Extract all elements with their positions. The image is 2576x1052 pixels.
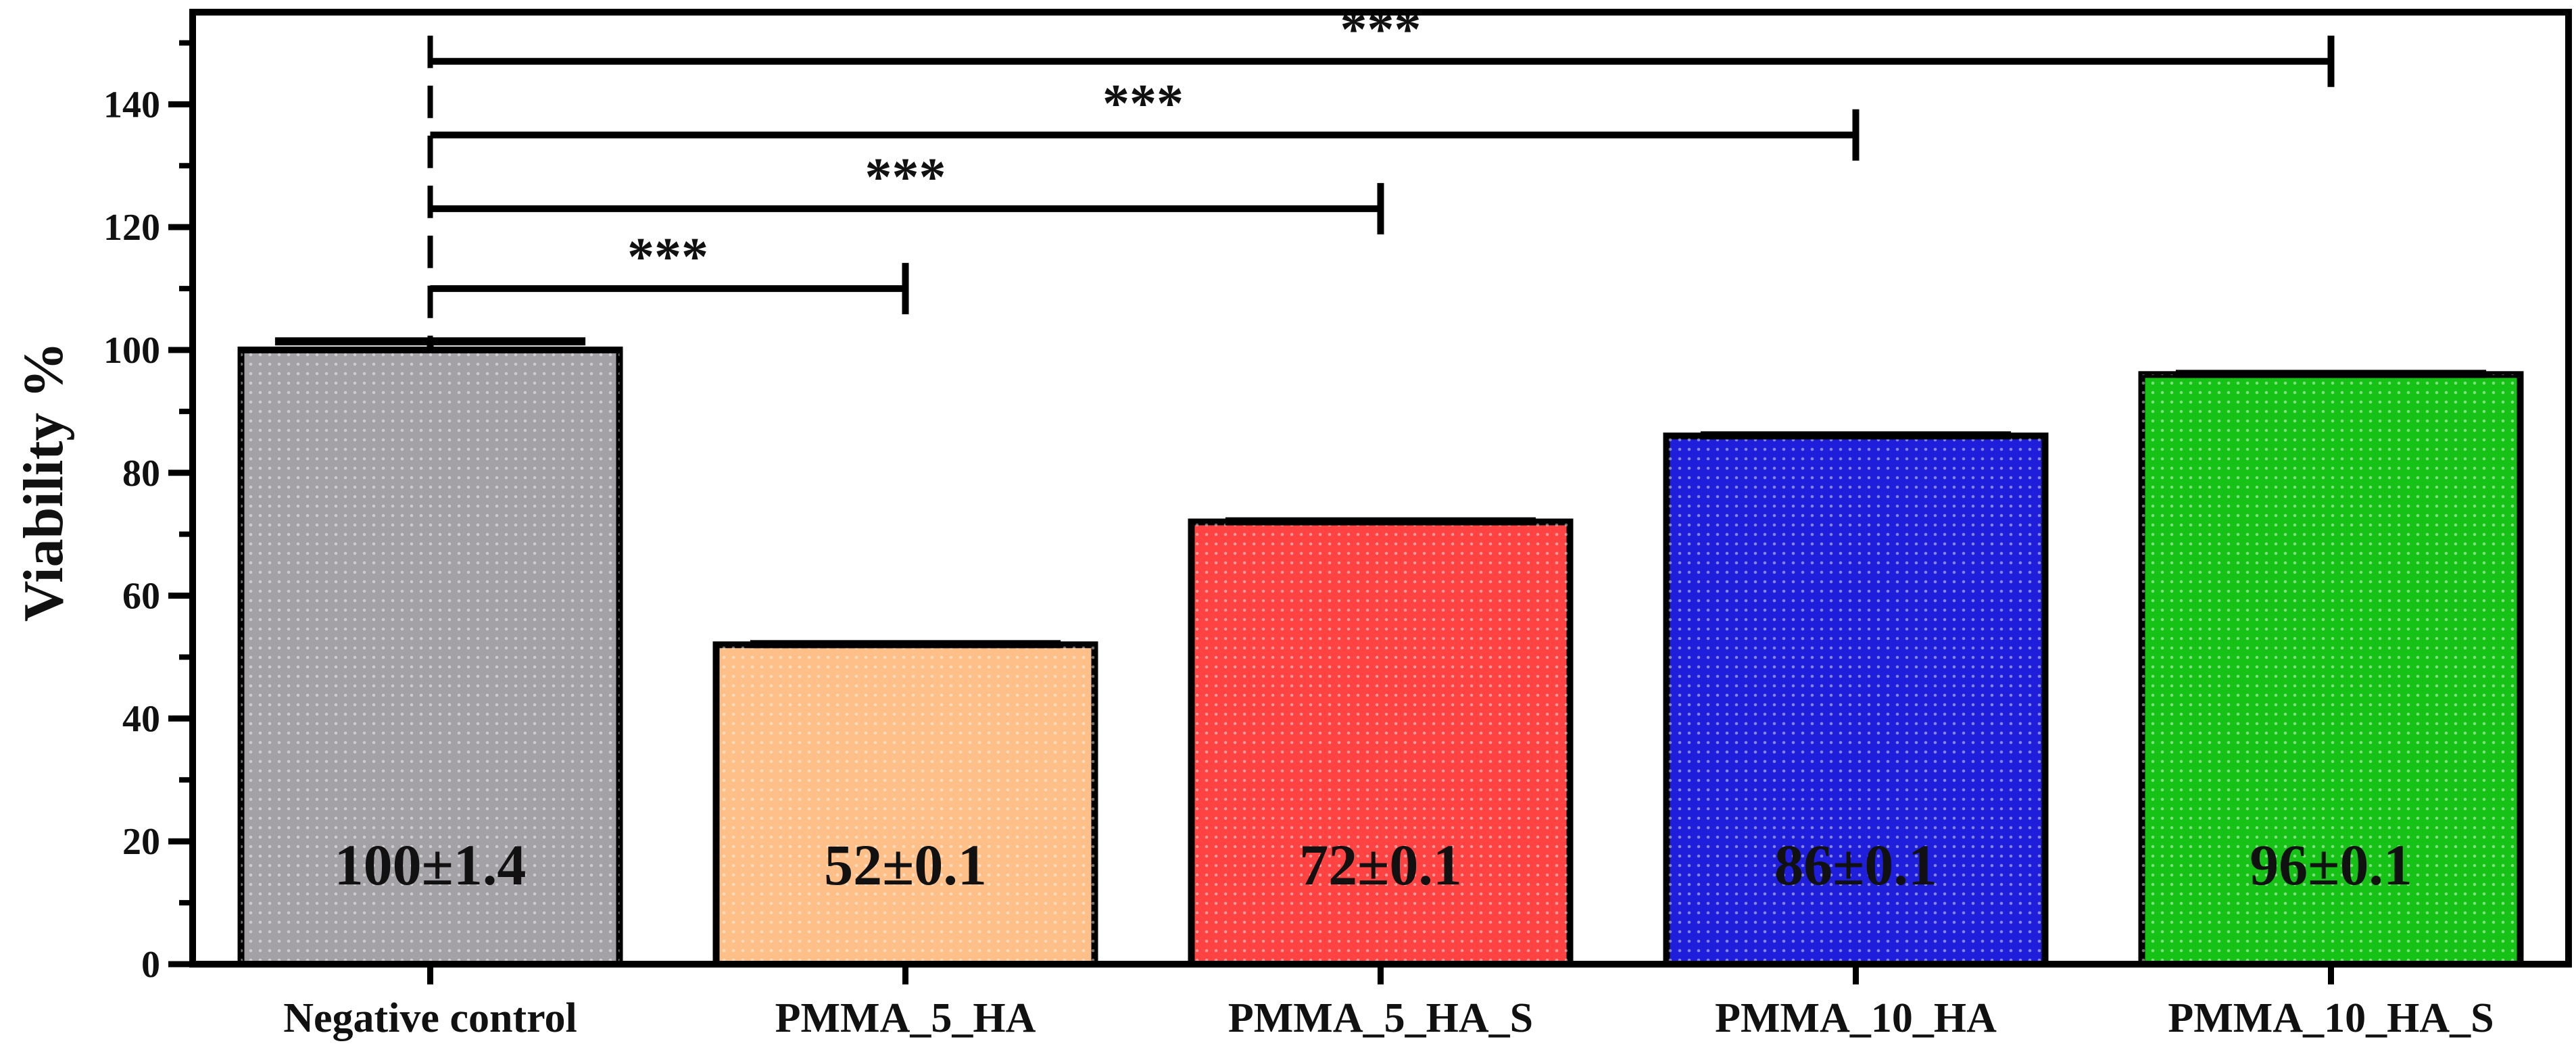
data-label: 72±0.1 xyxy=(1299,832,1462,897)
data-label: 86±0.1 xyxy=(1774,832,1937,897)
x-tick-label: PMMA_5_HA xyxy=(775,995,1036,1041)
significance-label: *** xyxy=(1102,74,1184,134)
data-label: 52±0.1 xyxy=(824,832,987,897)
x-tick-label: PMMA_10_HA_S xyxy=(2168,995,2494,1041)
y-tick-label: 0 xyxy=(141,944,160,986)
x-tick-label: PMMA_10_HA xyxy=(1715,995,1997,1041)
x-tick-label: PMMA_5_HA_S xyxy=(1228,995,1533,1041)
bar-texture xyxy=(1666,436,2045,964)
y-tick-label: 60 xyxy=(122,576,160,618)
bar-texture xyxy=(2141,374,2521,964)
y-tick-label: 20 xyxy=(122,821,160,863)
data-label: 100±1.4 xyxy=(335,832,527,897)
y-tick-label: 140 xyxy=(103,84,160,126)
data-label: 96±0.1 xyxy=(2250,832,2412,897)
significance-label: *** xyxy=(865,148,946,207)
y-tick-label: 40 xyxy=(122,698,160,740)
y-tick-label: 100 xyxy=(103,330,160,372)
bar-texture xyxy=(716,645,1095,964)
y-axis-title: Viability % xyxy=(12,342,75,622)
y-tick-label: 80 xyxy=(122,453,160,495)
significance-label: *** xyxy=(627,228,708,287)
x-tick-label: Negative control xyxy=(283,995,577,1041)
bar-texture xyxy=(1191,522,1570,964)
y-tick-label: 120 xyxy=(103,207,160,249)
bar-texture xyxy=(241,349,620,964)
